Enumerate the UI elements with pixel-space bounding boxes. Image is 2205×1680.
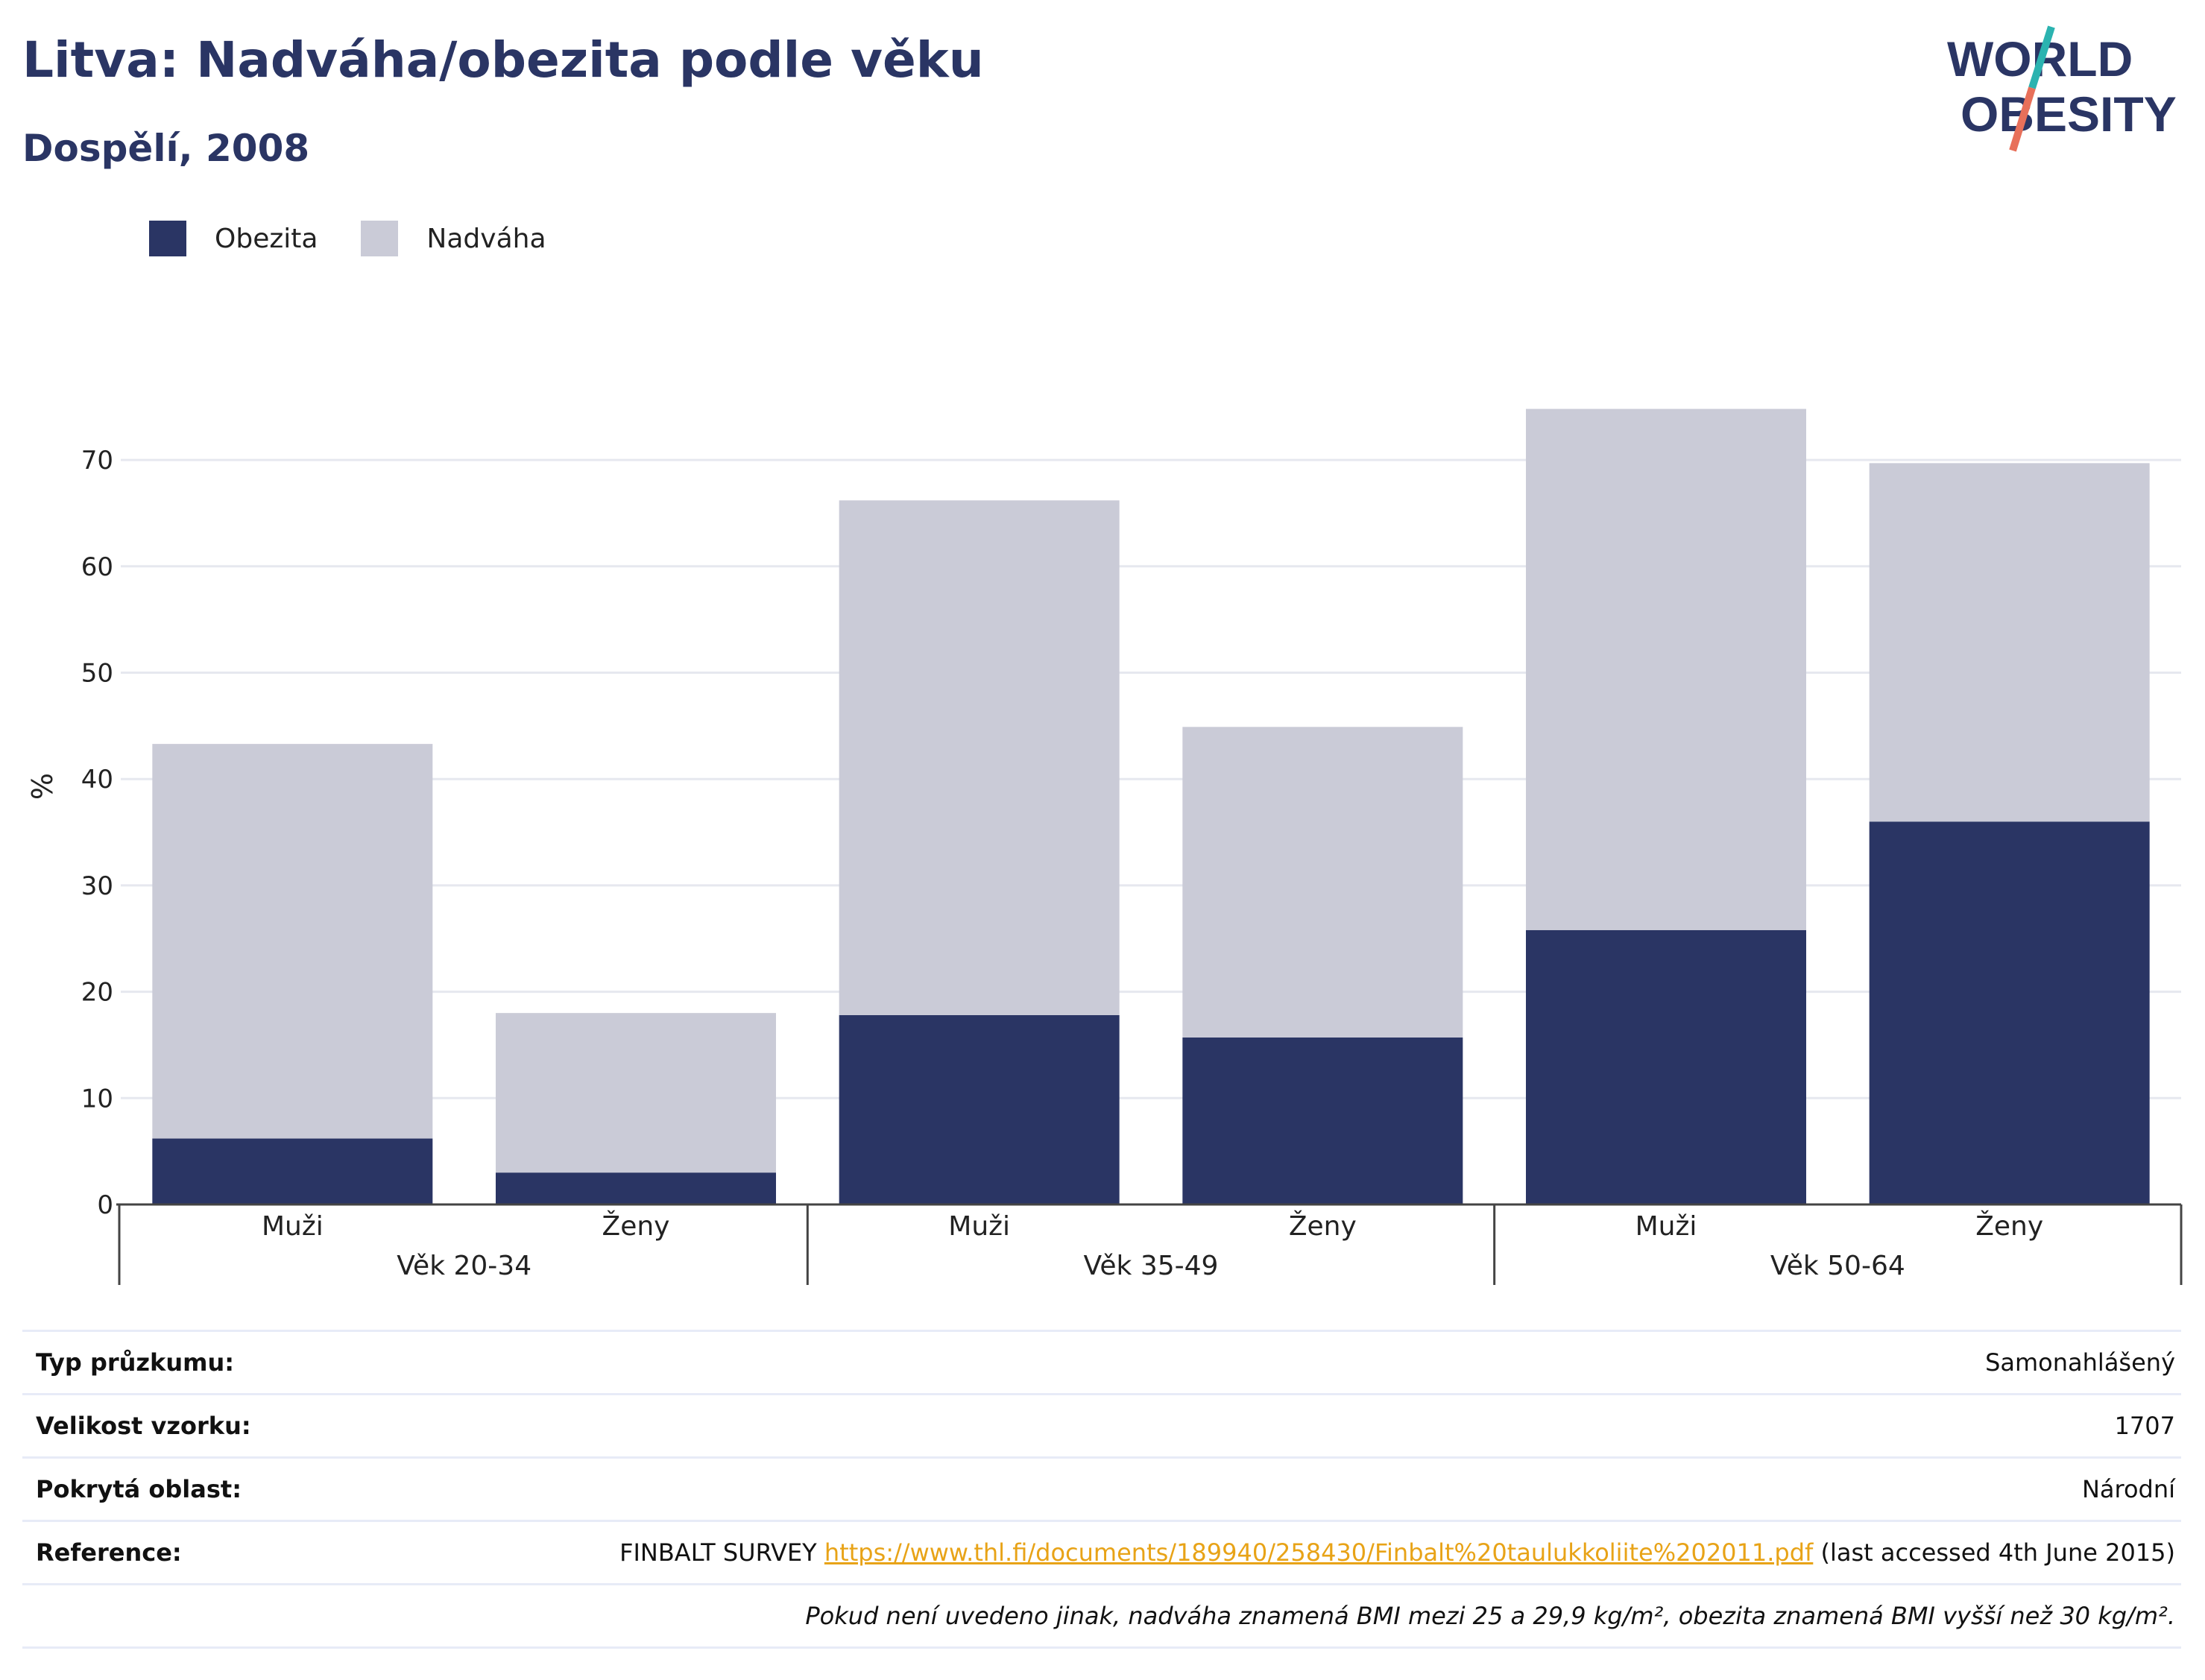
y-tick-label-0: 0	[97, 1190, 113, 1220]
info-row-survey-type: Typ průzkumu: Samonahlášený	[22, 1330, 2181, 1393]
y-tick-label-70: 70	[81, 446, 113, 476]
bar-obezita-5	[1869, 821, 2150, 1204]
legend-swatch-nadvaha	[361, 221, 399, 256]
info-row-area: Pokrytá oblast: Národní	[22, 1456, 2181, 1520]
sample-size-label: Velikost vzorku:	[36, 1412, 251, 1440]
logo-line-obesity: OBESITY	[1960, 86, 2177, 142]
bar-obezita-3	[1182, 1037, 1463, 1204]
info-row-sample-size: Velikost vzorku: 1707	[22, 1393, 2181, 1456]
bar-obezita-0	[152, 1138, 433, 1204]
legend-label-nadvaha: Nadváha	[426, 223, 546, 254]
area-value: Národní	[2081, 1475, 2175, 1503]
bar-nadváha-1	[496, 1013, 776, 1173]
x-tick-label-5: Ženy	[1975, 1210, 2043, 1242]
x-tick-label-1: Ženy	[602, 1210, 670, 1242]
y-tick-label-40: 40	[81, 765, 113, 795]
sample-size-value: 1707	[2114, 1412, 2175, 1440]
reference-label: Reference:	[36, 1538, 182, 1567]
y-tick-label-60: 60	[81, 552, 113, 582]
chart-title: Litva: Nadváha/obezita podle věku	[22, 31, 984, 89]
bar-nadváha-3	[1182, 727, 1463, 1038]
bar-obezita-1	[496, 1172, 776, 1204]
bar-obezita-4	[1526, 929, 1806, 1204]
y-tick-label-30: 30	[81, 871, 113, 901]
chart-legend: Obezita Nadváha	[149, 221, 590, 256]
chart-subtitle: Dospělí, 2008	[22, 127, 310, 170]
legend-item-obezita[interactable]: Obezita	[149, 221, 318, 256]
reference-suffix: (last accessed 4th June 2015)	[1820, 1538, 2175, 1567]
reference-link[interactable]: https://www.thl.fi/documents/189940/2584…	[824, 1538, 1814, 1567]
area-label: Pokrytá oblast:	[36, 1475, 242, 1503]
legend-label-obezita: Obezita	[215, 223, 318, 254]
bar-nadváha-0	[152, 744, 433, 1139]
logo-slash-coral	[2009, 86, 2036, 152]
bar-nadváha-4	[1526, 408, 1806, 930]
group-label-2: Věk 50-64	[1770, 1251, 1905, 1281]
reference-value: FINBALT SURVEY https://www.thl.fi/docume…	[619, 1538, 2175, 1567]
world-obesity-logo: WORLD OBESITY	[1947, 25, 2177, 152]
definition-footnote: Pokud není uvedeno jinak, nadváha znamen…	[22, 1583, 2181, 1649]
stacked-bar-chart: 0 10 20 30 40 50 60 70% Muži Ženy Muži Ženy Muži Ženy…	[26, 408, 2183, 1285]
legend-item-nadvaha[interactable]: Nadváha	[361, 221, 546, 256]
bar-obezita-2	[839, 1014, 1120, 1204]
survey-type-label: Typ průzkumu:	[36, 1348, 235, 1377]
survey-type-value: Samonahlášený	[1985, 1348, 2175, 1377]
legend-swatch-obezita	[149, 221, 186, 256]
x-tick-label-3: Ženy	[1289, 1210, 1357, 1242]
survey-info-table: Typ průzkumu: Samonahlášený Velikost vzo…	[22, 1330, 2181, 1649]
bar-nadváha-5	[1869, 463, 2150, 822]
x-tick-label-2: Muži	[948, 1211, 1010, 1242]
bar-nadváha-2	[839, 500, 1120, 1015]
y-axis-label: %	[26, 773, 59, 800]
y-tick-label-50: 50	[81, 659, 113, 689]
y-tick-label-10: 10	[81, 1084, 113, 1114]
x-tick-label-0: Muži	[262, 1211, 324, 1242]
y-tick-label-20: 20	[81, 978, 113, 1008]
group-label-0: Věk 20-34	[397, 1251, 531, 1281]
group-label-1: Věk 35-49	[1084, 1251, 1219, 1281]
reference-prefix: FINBALT SURVEY	[619, 1538, 817, 1567]
x-tick-label-4: Muži	[1635, 1211, 1697, 1242]
info-row-reference: Reference: FINBALT SURVEY https://www.th…	[22, 1520, 2181, 1583]
logo-slash-teal	[2028, 25, 2055, 89]
